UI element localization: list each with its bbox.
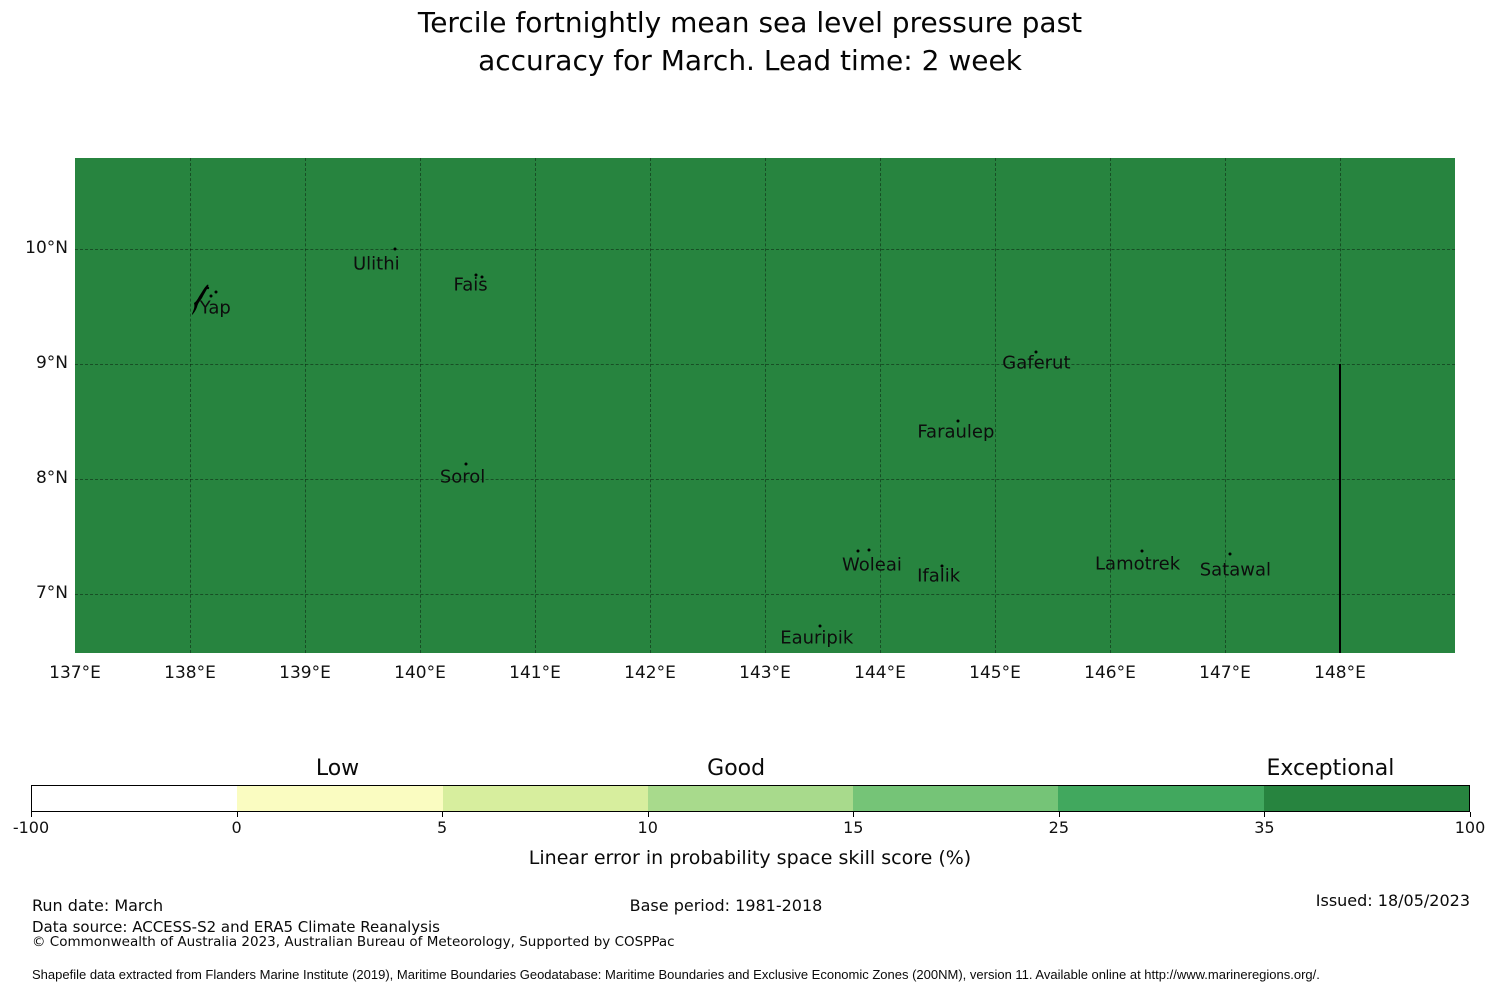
colorbar-tick-label-0: 0: [231, 818, 242, 837]
colorbar-tick--100: [31, 812, 32, 817]
sorol-island-dot: [464, 462, 468, 466]
grid-line-lon-145: [995, 158, 996, 653]
x-tick-label-142e: 142°E: [624, 663, 676, 683]
grid-line-lon-142: [650, 158, 651, 653]
grid-line-lon-140: [420, 158, 421, 653]
colorbar-tick-label-100: 100: [1454, 818, 1486, 837]
lamotrek-island-dot: [1140, 549, 1144, 553]
colorbar-segment-1: [237, 786, 443, 811]
eez-boundary-line: [1339, 363, 1341, 653]
island-label-fais: Fais: [453, 274, 488, 296]
island-label-eauripik: Eauripik: [780, 627, 854, 649]
grid-line-lat-7: [75, 593, 1455, 595]
x-tick-label-146e: 146°E: [1084, 663, 1136, 683]
colorbar-tick-100: [1470, 812, 1471, 817]
grid-line-lat-8: [75, 478, 1455, 480]
island-label-satawal: Satawal: [1199, 559, 1271, 581]
chart-title: Tercile fortnightly mean sea level press…: [0, 4, 1500, 80]
colorbar-tick-label-25: 25: [1048, 818, 1070, 837]
colorbar-tick-label-35: 35: [1254, 818, 1275, 837]
y-tick-label-8n: 8°N: [35, 467, 68, 488]
ulithi-island-dot: [393, 247, 397, 251]
colorbar-segment-6: [1263, 786, 1469, 811]
yap-island-dot: [209, 294, 213, 298]
x-tick-label-148e: 148°E: [1314, 663, 1366, 683]
y-tick-label-7n: 7°N: [35, 582, 68, 603]
y-tick-label-9n: 9°N: [35, 352, 68, 373]
grid-line-lon-138: [190, 158, 191, 653]
satawal-island-dot: [1228, 552, 1232, 556]
grid-line-lat-9: [75, 363, 1455, 365]
ifalik-island-dot: [940, 564, 944, 568]
island-label-yap: Yap: [199, 297, 231, 319]
eauripik-island-dot: [818, 624, 822, 628]
x-tick-label-139e: 139°E: [279, 663, 331, 683]
colorbar-tick-10: [647, 812, 649, 817]
colorbar-segment-4: [853, 786, 1059, 811]
category-label-good: Good: [707, 756, 766, 781]
x-tick-label-137e: 137°E: [49, 663, 101, 683]
chart-title-line1: Tercile fortnightly mean sea level press…: [417, 6, 1083, 39]
category-label-low: Low: [315, 756, 360, 781]
x-tick-label-143e: 143°E: [739, 663, 791, 683]
colorbar-segment-3: [647, 786, 854, 811]
colorbar-axis-label: Linear error in probability space skill …: [528, 847, 972, 869]
island-label-gaferut: Gaferut: [1002, 352, 1071, 374]
run-date-text: Run date: March: [32, 896, 164, 915]
grid-line-lon-143: [765, 158, 766, 653]
island-label-lamotrek: Lamotrek: [1095, 553, 1181, 575]
island-label-ifalik: Ifalik: [917, 565, 961, 587]
yap-island-dot: [214, 290, 218, 294]
fais-island-dot: [474, 273, 478, 277]
category-label-exceptional: Exceptional: [1266, 756, 1395, 781]
grid-line-lon-146: [1110, 158, 1111, 653]
colorbar-tick-label--100: -100: [12, 818, 50, 837]
yap-island-shape-icon: [188, 284, 212, 320]
woleai-island-dot: [856, 549, 860, 553]
x-tick-label-141e: 141°E: [509, 663, 561, 683]
colorbar-segment-0: [32, 786, 238, 811]
base-period-text: Base period: 1981-2018: [629, 896, 823, 915]
colorbar-tick-label-15: 15: [843, 818, 864, 837]
island-label-ulithi: Ulithi: [352, 253, 400, 275]
data-source-text: Data source: ACCESS-S2 and ERA5 Climate …: [32, 918, 440, 936]
chart-title-line2: accuracy for March. Lead time: 2 week: [478, 44, 1022, 77]
colorbar-tick-25: [1058, 812, 1060, 817]
grid-line-lon-141: [535, 158, 536, 653]
colorbar-tick-label-10: 10: [637, 818, 658, 837]
x-tick-label-145e: 145°E: [969, 663, 1021, 683]
issued-date-text: Issued: 18/05/2023: [1315, 891, 1470, 910]
colorbar: [31, 785, 1470, 812]
island-label-sorol: Sorol: [439, 466, 486, 488]
island-label-faraulep: Faraulep: [917, 421, 995, 443]
faraulep-island-dot: [956, 419, 960, 423]
x-tick-label-147e: 147°E: [1199, 663, 1251, 683]
colorbar-segment-5: [1058, 786, 1264, 811]
colorbar-segment-2: [442, 786, 648, 811]
y-tick-label-10n: 10°N: [25, 237, 68, 258]
x-tick-label-140e: 140°E: [394, 663, 446, 683]
island-label-woleai: Woleai: [842, 554, 902, 576]
fais-island-dot: [480, 275, 484, 279]
grid-line-lon-147: [1225, 158, 1226, 653]
grid-line-lat-10: [75, 248, 1455, 250]
copyright-text: © Commonwealth of Australia 2023, Austra…: [32, 934, 675, 950]
map-canvas: Yap Ulithi Fais Sorol Gaferut Faraulep Woleai I…: [75, 158, 1455, 653]
x-tick-label-144e: 144°E: [854, 663, 906, 683]
colorbar-tick-5: [442, 812, 444, 817]
woleai-island-dot: [867, 548, 870, 552]
grid-line-lon-139: [305, 158, 306, 653]
colorbar-tick-15: [853, 812, 855, 817]
shapefile-note: Shapefile data extracted from Flanders M…: [32, 967, 1320, 982]
colorbar-tick-35: [1264, 812, 1266, 817]
colorbar-tick-0: [236, 812, 238, 817]
gaferut-island-dot: [1034, 350, 1038, 354]
grid-line-lon-144: [880, 158, 881, 653]
x-tick-label-138e: 138°E: [164, 663, 216, 683]
colorbar-tick-label-5: 5: [437, 818, 448, 837]
